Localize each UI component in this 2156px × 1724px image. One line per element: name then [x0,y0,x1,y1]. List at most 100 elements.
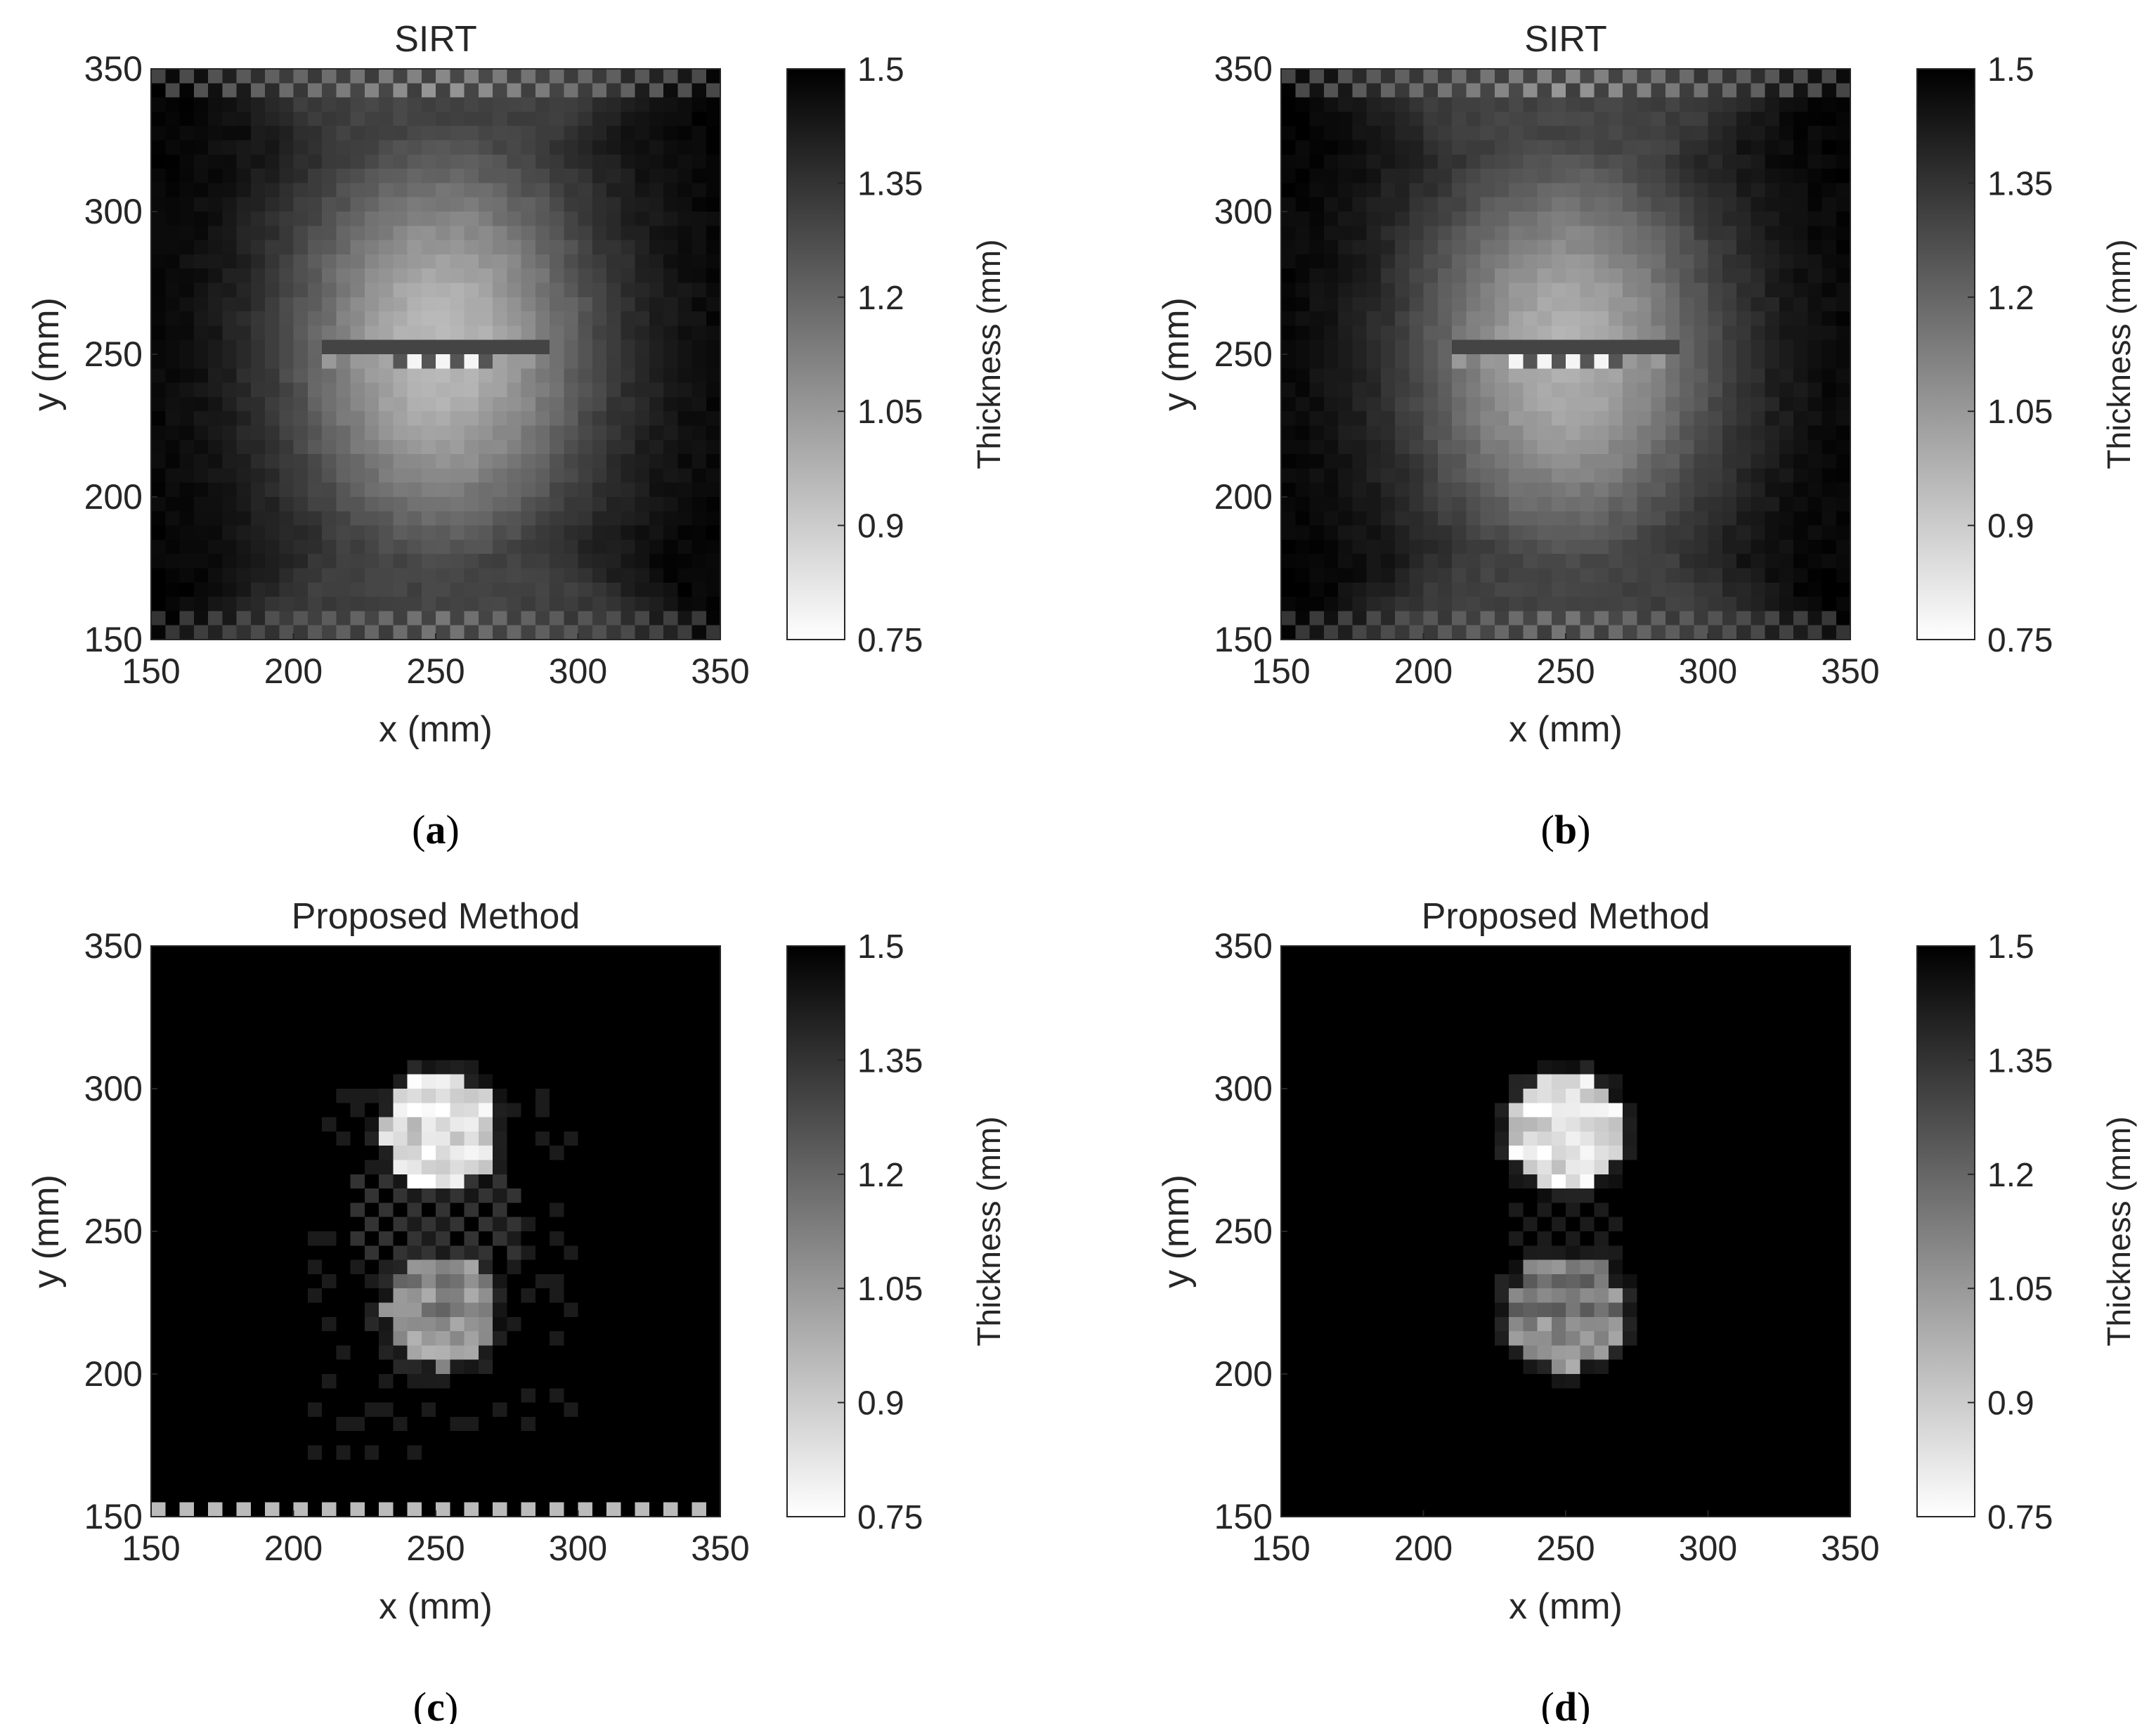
heatmap-cell [1509,960,1524,976]
heatmap-cell [1295,511,1311,526]
heatmap-cell [208,411,223,427]
heatmap-cell [1736,212,1751,226]
heatmap-cell [379,525,394,540]
heatmap-cell [1665,946,1680,961]
heatmap-cell [706,297,721,312]
heatmap-cell [621,354,636,369]
heatmap-cell [478,83,493,98]
heatmap-cell [1665,283,1680,298]
heatmap-cell [663,354,678,369]
heatmap-cell [564,960,579,976]
heatmap-cell [1494,197,1509,212]
heatmap-cell [450,268,465,284]
heatmap-cell [450,1474,465,1489]
heatmap-cell [379,1374,394,1389]
heatmap-cell [165,1217,181,1232]
heatmap-cell [208,311,223,326]
heatmap-cell [550,1273,564,1289]
heatmap-cell [478,1459,493,1475]
heatmap-cell [550,283,564,298]
heatmap-cell [550,525,564,540]
heatmap-cell [1623,268,1637,284]
heatmap-cell [1821,625,1837,640]
heatmap-cell [1480,382,1495,398]
heatmap-cell [621,1117,636,1132]
heatmap-cell [464,439,479,455]
heatmap-cell [307,382,323,398]
panel-caption-letter: c [427,1684,445,1724]
heatmap-cell [151,1174,166,1189]
heatmap-cell [393,1502,408,1517]
heatmap-cell [635,268,650,284]
heatmap-cell [151,1160,166,1175]
heatmap-cell [1366,83,1382,98]
heatmap-cell [1651,83,1666,98]
heatmap-cell [621,297,636,312]
heatmap-cell [535,539,550,555]
heatmap-cell [677,1117,693,1132]
heatmap-cell [677,382,693,398]
heatmap-cell [635,126,650,141]
heatmap-cell [250,169,266,183]
heatmap-cell [1551,482,1566,498]
heatmap-cell [208,625,223,640]
heatmap-cell [635,1345,650,1361]
heatmap-cell [1694,126,1709,141]
heatmap-cell [336,1146,351,1161]
heatmap-cell [208,425,223,441]
heatmap-cell [1779,454,1794,469]
heatmap-cell [1437,625,1453,640]
heatmap-cell [1580,439,1595,455]
heatmap-cell [535,1046,550,1061]
heatmap-cell [578,396,593,412]
heatmap-cell [393,1131,408,1146]
heatmap-cell [350,468,365,484]
heatmap-cell [179,396,195,412]
heatmap-cell [393,1188,408,1203]
heatmap-cell [1551,439,1566,455]
heatmap-cell [222,1359,238,1375]
heatmap-cell [578,212,593,226]
heatmap-cell [1608,554,1623,569]
heatmap-cell [1594,339,1609,355]
panel-caption-open: ( [413,1684,427,1724]
heatmap-cell [293,1459,309,1475]
heatmap-cell [649,425,664,441]
heatmap-cell [1708,226,1723,241]
heatmap-cell [663,1060,678,1075]
heatmap-cell [635,1174,650,1189]
heatmap-cell [1694,169,1709,183]
heatmap-cell [1295,482,1311,498]
heatmap-cell [691,83,707,98]
heatmap-cell [635,1416,650,1432]
heatmap-cell [179,611,195,626]
heatmap-cell [706,126,721,141]
heatmap-cell [1807,311,1823,326]
heatmap-cell [677,111,693,127]
heatmap-cell [279,582,294,597]
heatmap-cell [1807,611,1823,626]
heatmap-cell [1509,625,1524,640]
heatmap-cell [151,511,166,526]
heatmap-cell [165,1388,181,1404]
heatmap-cell [493,154,507,169]
heatmap-cell [1779,69,1794,84]
heatmap-cell [265,197,280,212]
y-tick-label: 300 [1214,192,1273,231]
heatmap-cell [1323,311,1339,326]
heatmap-cell [364,1031,379,1046]
heatmap-cell [1807,554,1823,569]
heatmap-cell [407,382,422,398]
heatmap-cell [1623,425,1637,441]
heatmap-cell [350,1046,365,1061]
heatmap-cell [1523,354,1538,369]
heatmap-cell [436,554,450,569]
heatmap-cell [1352,511,1368,526]
heatmap-cell [1352,111,1368,127]
heatmap-cell [564,268,579,284]
heatmap-cell [1793,126,1808,141]
heatmap-cell [265,511,280,526]
heatmap-cell [1281,69,1296,84]
heatmap-cell [464,1046,479,1061]
heatmap-cell [179,1217,195,1232]
